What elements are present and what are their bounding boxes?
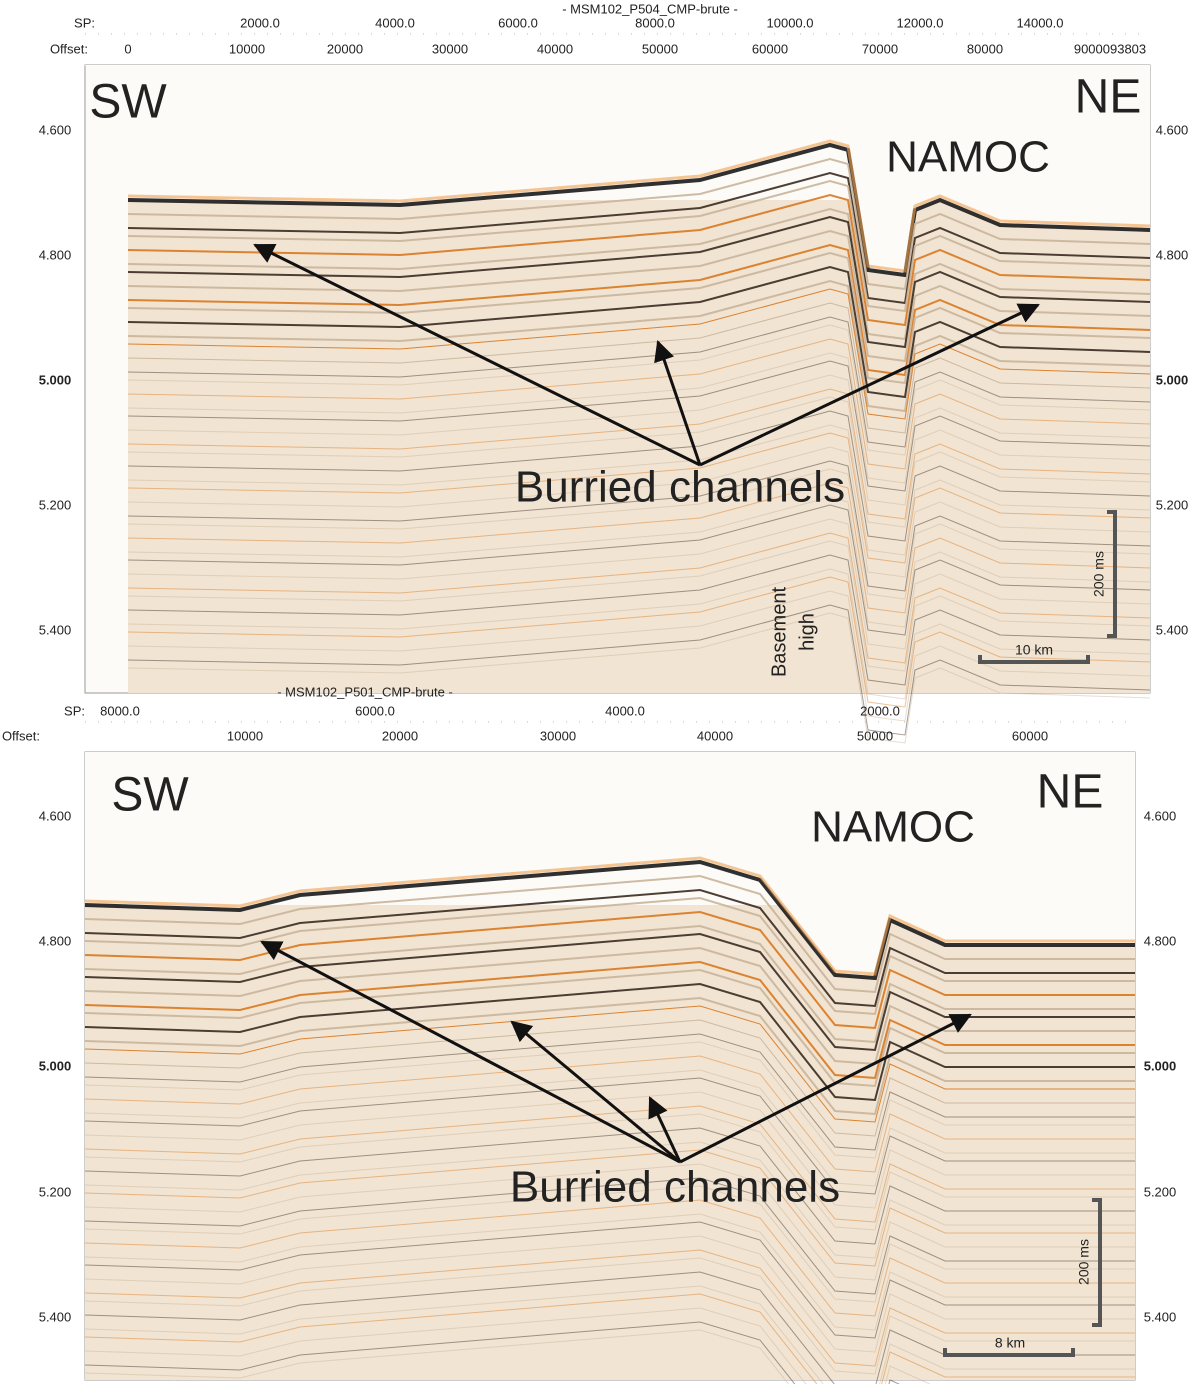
time-tick-label: 5.000: [39, 1058, 72, 1073]
profile-title: - MSM102_P504_CMP-brute -: [562, 1, 738, 16]
sediment: [85, 905, 1135, 1380]
time-tick-label: 4.800: [39, 933, 72, 948]
sp-tick-label: 8000.0: [100, 703, 140, 718]
offset-tick-label: 20000: [382, 728, 418, 743]
profile-title: - MSM102_P501_CMP-brute -: [277, 684, 453, 699]
offset-tick-label: 10000: [227, 728, 263, 743]
distance-scale-label: 8 km: [995, 1335, 1025, 1351]
sp-tick-label: 10000.0: [767, 15, 814, 30]
figure: - MSM102_P504_CMP-brute - SP: Offset: 2000.…: [0, 0, 1192, 1384]
time-tick-label: 5.200: [1156, 497, 1189, 512]
time-tick-label: 4.600: [39, 808, 72, 823]
time-tick-label: 4.600: [39, 122, 72, 137]
time-tick-label: 5.400: [39, 622, 72, 637]
sp-tick-label: 12000.0: [897, 15, 944, 30]
sp-tick-label: 6000.0: [498, 15, 538, 30]
time-tick-label: 5.400: [39, 1309, 72, 1324]
direction-ne: NE: [1037, 766, 1104, 819]
offset-tick-label: 50000: [642, 41, 678, 56]
offset-tick-label: 0: [124, 41, 131, 56]
offset-label: Offset:: [50, 41, 88, 56]
offset-tick-label: 20000: [327, 41, 363, 56]
namoc-label: NAMOC: [811, 803, 975, 852]
basement-label: Basement: [768, 587, 790, 677]
sp-tick-label: 4000.0: [605, 703, 645, 718]
offset-tick-label: 9000093803: [1074, 41, 1146, 56]
offset-tick-label: 70000: [862, 41, 898, 56]
time-scale-label: 200 ms: [1076, 1239, 1092, 1285]
direction-ne: NE: [1075, 71, 1142, 124]
time-tick-label: 5.400: [1144, 1309, 1177, 1324]
sp-label: SP:: [64, 703, 85, 718]
time-tick-label: 5.000: [1156, 372, 1189, 387]
sp-tick-label: 4000.0: [375, 15, 415, 30]
offset-label: Offset:: [2, 728, 40, 743]
offset-tick-label: 60000: [752, 41, 788, 56]
offset-tick-label: 40000: [537, 41, 573, 56]
offset-tick-label: 60000: [1012, 728, 1048, 743]
distance-scale-label: 10 km: [1015, 642, 1053, 658]
sp-tick-label: 2000.0: [240, 15, 280, 30]
direction-sw: SW: [89, 76, 167, 129]
time-tick-label: 4.800: [1156, 247, 1189, 262]
time-tick-label: 5.200: [39, 497, 72, 512]
time-tick-label: 4.600: [1156, 122, 1189, 137]
seismic-panel: [85, 752, 1135, 1384]
sp-tick-label: 2000.0: [860, 703, 900, 718]
time-tick-label: 4.800: [1144, 933, 1177, 948]
basement-label: high: [796, 613, 818, 651]
sp-tick-label: 8000.0: [635, 15, 675, 30]
annotation: Burried channels: [510, 1163, 840, 1212]
time-tick-label: 4.600: [1144, 808, 1177, 823]
annotation: Burried channels: [515, 463, 845, 512]
time-tick-label: 5.000: [39, 372, 72, 387]
sp-label: SP:: [74, 15, 95, 30]
time-tick-label: 5.200: [39, 1184, 72, 1199]
offset-tick-label: 80000: [967, 41, 1003, 56]
time-tick-label: 4.800: [39, 247, 72, 262]
namoc-label: NAMOC: [886, 133, 1050, 182]
sp-tick-label: 6000.0: [355, 703, 395, 718]
direction-sw: SW: [111, 769, 189, 822]
offset-tick-label: 30000: [540, 728, 576, 743]
offset-tick-label: 40000: [697, 728, 733, 743]
time-tick-label: 5.200: [1144, 1184, 1177, 1199]
time-tick-label: 5.000: [1144, 1058, 1177, 1073]
sp-tick-label: 14000.0: [1017, 15, 1064, 30]
time-tick-label: 5.400: [1156, 622, 1189, 637]
offset-tick-label: 30000: [432, 41, 468, 56]
offset-tick-label: 50000: [857, 728, 893, 743]
offset-tick-label: 10000: [229, 41, 265, 56]
time-scale-label: 200 ms: [1091, 551, 1107, 597]
